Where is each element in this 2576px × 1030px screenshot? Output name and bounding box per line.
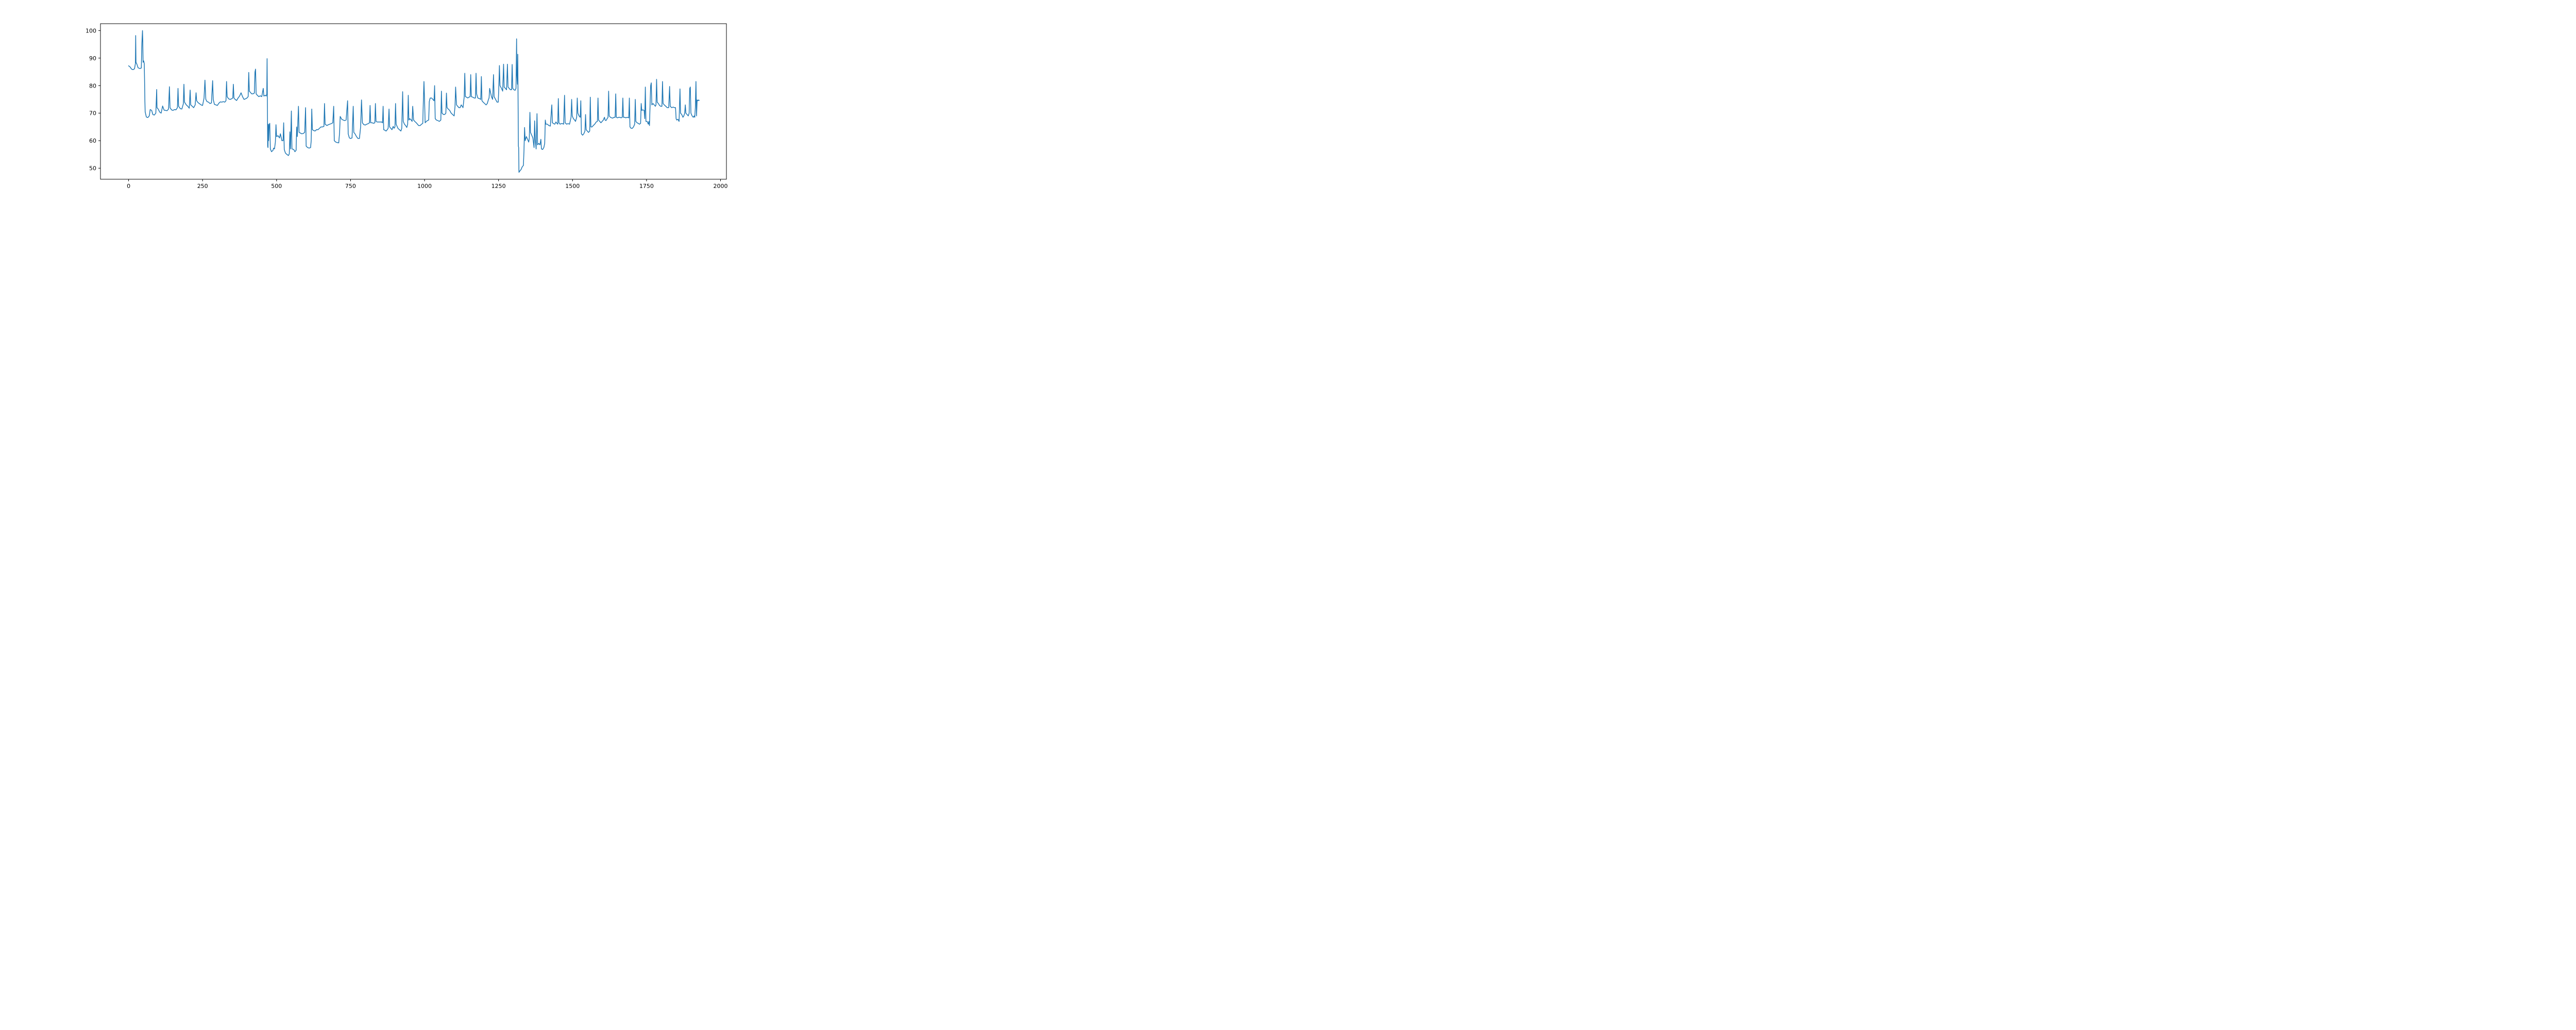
- x-tick-label: 250: [197, 183, 208, 190]
- y-tick-label: 50: [89, 165, 96, 172]
- y-tick-label: 60: [89, 138, 96, 144]
- x-tick-label: 750: [345, 183, 356, 190]
- x-tick-label: 1750: [639, 183, 654, 190]
- x-tick-label: 2000: [714, 183, 728, 190]
- plot-frame: [100, 23, 727, 180]
- axis-ticks: 0 250 500 750 1000 1250 1500 1750 2000 50 60 70 80 90…: [86, 27, 728, 190]
- y-tick-label: 80: [89, 82, 96, 89]
- chart-background: [0, 0, 794, 199]
- series-layer: [128, 30, 700, 173]
- x-tick-label: 500: [271, 183, 282, 190]
- y-tick-label: 90: [89, 55, 96, 62]
- x-tick-label: 0: [127, 183, 130, 190]
- x-tick-label: 1250: [492, 183, 506, 190]
- y-tick-label: 70: [89, 110, 96, 117]
- y-tick-label: 100: [86, 27, 96, 34]
- line-chart: 0 250 500 750 1000 1250 1500 1750 2000 50 60 70 80 90…: [0, 0, 794, 199]
- series-line-0: [128, 30, 700, 173]
- x-tick-label: 1500: [565, 183, 580, 190]
- x-tick-label: 1000: [417, 183, 432, 190]
